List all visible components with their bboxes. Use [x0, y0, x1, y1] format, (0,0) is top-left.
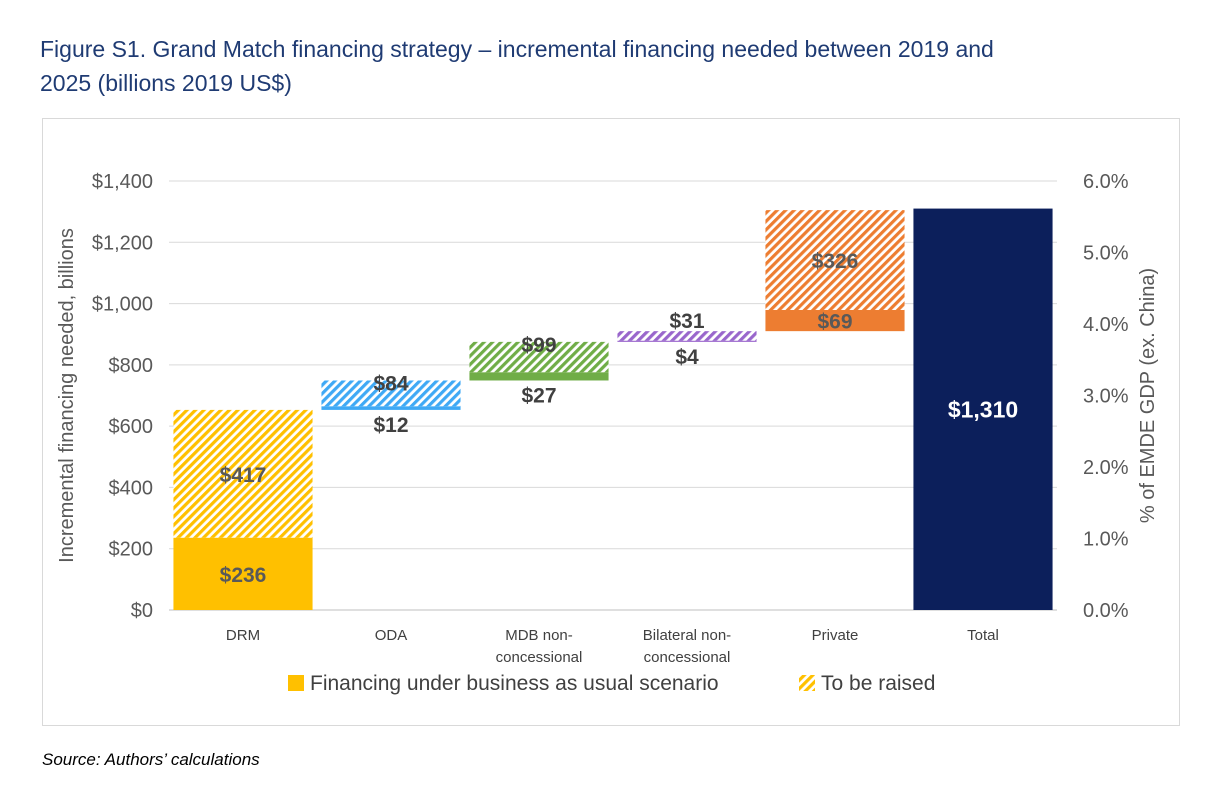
drm-raise-label: $417 — [220, 464, 267, 487]
mdb-bau-bar — [469, 372, 609, 381]
legend-label-bau: Financing under business as usual scenar… — [310, 672, 719, 695]
private-category-label: Private — [812, 627, 859, 644]
y-tick-label: $400 — [109, 477, 154, 499]
y2-axis-title: % of EMDE GDP (ex. China) — [1137, 268, 1159, 523]
y-tick-label: $600 — [109, 416, 154, 438]
private-raise-bar — [765, 210, 905, 311]
drm-bau-bar — [173, 537, 313, 610]
mdb-raise-label: $99 — [521, 334, 556, 357]
mdb-bau-label: $27 — [521, 384, 556, 407]
y2-tick-label: 3.0% — [1083, 386, 1129, 408]
bilateral-raise-label: $31 — [669, 310, 704, 333]
y-tick-label: $800 — [109, 355, 154, 377]
y-tick-label: $200 — [109, 539, 154, 561]
oda-bau-bar — [321, 406, 461, 410]
private-bau-bar — [765, 310, 905, 332]
y2-tick-label: 6.0% — [1083, 171, 1129, 193]
y2-tick-label: 2.0% — [1083, 457, 1129, 479]
legend-label-raise: To be raised — [821, 672, 935, 695]
oda-raise-bar — [321, 380, 461, 407]
oda-raise-label: $84 — [373, 372, 408, 395]
y-tick-label: $1,000 — [92, 294, 153, 316]
figure-title: Figure S1. Grand Match financing strateg… — [40, 32, 1160, 100]
waterfall-chart: $0 $200 $400 $600 $800 $1,000 $1,200 $1,400 0.0%… — [56, 171, 1159, 695]
y2-tick-label: 1.0% — [1083, 529, 1129, 551]
y-tick-label: $0 — [131, 600, 153, 622]
y2-tick-label: 4.0% — [1083, 314, 1129, 336]
total-total-label: $1,310 — [948, 396, 1018, 422]
bilateral-raise-bar — [617, 331, 757, 341]
oda-bau-label: $12 — [373, 414, 408, 437]
drm-bau-label: $236 — [220, 564, 267, 587]
figure-title-line-2: 2025 (billions 2019 US$) — [40, 70, 292, 96]
drm-raise-bar — [173, 409, 313, 538]
figure-title-line-1: Figure S1. Grand Match financing strateg… — [40, 36, 994, 62]
chart-frame: $0 $200 $400 $600 $800 $1,000 $1,200 $1,400 0.0%… — [42, 118, 1180, 726]
source-note: Source: Authors’ calculations — [42, 750, 260, 769]
bilateral-bau-label: $4 — [675, 346, 699, 369]
total-total-bar — [913, 208, 1053, 610]
y-axis-title: Incremental financing needed, billions — [56, 228, 78, 563]
y-tick-label: $1,400 — [92, 171, 153, 193]
mdb-category-label: concessional — [496, 649, 583, 666]
total-category-label: Total — [967, 627, 999, 644]
y2-tick-label: 0.0% — [1083, 600, 1129, 622]
legend-swatch-bau — [288, 675, 304, 691]
legend-swatch-raise — [799, 675, 815, 691]
bilateral-category-label: Bilateral non- — [643, 627, 731, 644]
bilateral-bau-bar — [617, 340, 757, 342]
drm-category-label: DRM — [226, 627, 260, 644]
mdb-category-label: MDB non- — [505, 627, 573, 644]
y-tick-label: $1,200 — [92, 232, 153, 254]
oda-category-label: ODA — [375, 627, 408, 644]
y2-tick-label: 5.0% — [1083, 243, 1129, 265]
bilateral-category-label: concessional — [644, 649, 731, 666]
private-bau-label: $69 — [817, 311, 852, 334]
private-raise-label: $326 — [812, 250, 859, 273]
mdb-raise-bar — [469, 341, 609, 373]
